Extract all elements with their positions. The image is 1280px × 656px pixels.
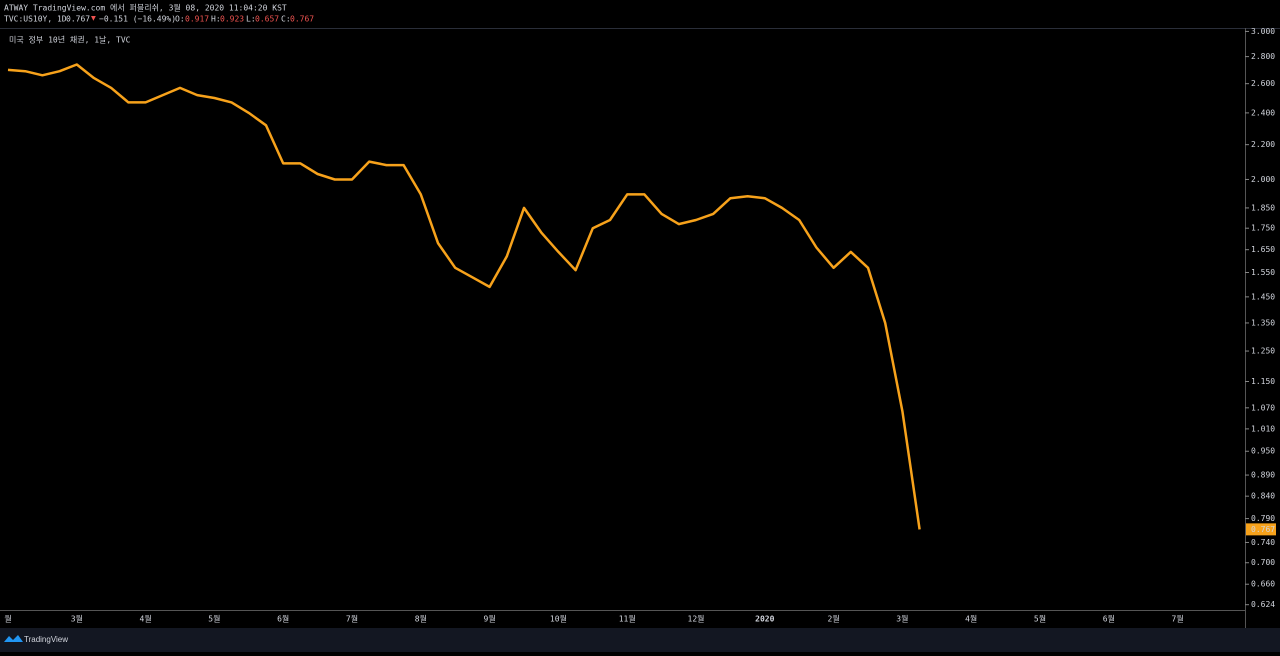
y-tick-label: 1.350 <box>1251 318 1275 327</box>
x-tick-label: 7월 <box>1172 614 1184 624</box>
chart-title: 미국 정부 10년 채권, 1날, TVC <box>9 35 131 45</box>
l-value: 0.657 <box>255 15 279 24</box>
y-tick-label: 1.550 <box>1251 268 1275 277</box>
change: −0.151 (−16.49%) <box>99 15 176 24</box>
x-tick-label: 5월 <box>208 614 220 624</box>
x-tick-label: 8월 <box>415 614 427 624</box>
o-label: O: <box>175 15 185 24</box>
y-tick-label: 1.010 <box>1251 424 1275 433</box>
x-tick-label: 7월 <box>346 614 358 624</box>
y-tick-label: 1.150 <box>1251 377 1275 386</box>
x-tick-label: 5월 <box>1034 614 1046 624</box>
y-tick-label: 3.000 <box>1251 27 1275 36</box>
symbol: TVC:US10Y, 1D <box>4 15 67 24</box>
h-label: H: <box>211 15 221 24</box>
y-tick-label: 1.750 <box>1251 224 1275 233</box>
y-tick-label: 1.850 <box>1251 203 1275 212</box>
y-tick-label: 1.070 <box>1251 403 1275 412</box>
c-value: 0.767 <box>290 15 314 24</box>
y-tick-label: 2.400 <box>1251 108 1275 117</box>
y-tick-label: 0.660 <box>1251 580 1275 589</box>
brand: TradingView <box>24 635 68 644</box>
y-tick-label: 2.800 <box>1251 52 1275 61</box>
x-tick-label: 월 <box>4 614 11 624</box>
o-value: 0.917 <box>185 15 209 24</box>
x-tick-label: 12월 <box>688 614 705 624</box>
publisher: ATWAY TradingView.com 에서 퍼블리쉬, 3월 08, 20… <box>4 3 287 13</box>
x-tick-label: 11월 <box>619 614 636 624</box>
y-tick-label: 0.950 <box>1251 447 1275 456</box>
x-tick-label: 4월 <box>965 614 977 624</box>
x-tick-label: 3월 <box>896 614 908 624</box>
last-price-box <box>1246 523 1276 536</box>
x-tick-label: 9월 <box>484 614 496 624</box>
x-tick-label: 6월 <box>1103 614 1115 624</box>
footer-bar <box>0 628 1280 652</box>
y-tick-label: 0.700 <box>1251 558 1275 567</box>
x-tick-label: 2월 <box>828 614 840 624</box>
y-tick-label: 0.890 <box>1251 471 1275 480</box>
y-tick-label: 0.740 <box>1251 538 1275 547</box>
last-price-label: 0.767 <box>1251 525 1275 534</box>
logo <box>4 635 23 642</box>
y-tick-label: 2.600 <box>1251 79 1275 88</box>
y-tick-label: 2.000 <box>1251 175 1275 184</box>
y-tick-label: 1.650 <box>1251 245 1275 254</box>
y-tick-label: 1.250 <box>1251 347 1275 356</box>
x-tick-label: 10월 <box>550 614 567 624</box>
x-tick-label: 2020 <box>755 615 774 624</box>
price: 0.767 <box>66 15 90 24</box>
h-value: 0.923 <box>220 15 244 24</box>
x-tick-label: 6월 <box>277 614 289 624</box>
y-tick-label: 0.840 <box>1251 492 1275 501</box>
price-line <box>7 63 921 530</box>
y-tick-label: 0.790 <box>1251 514 1275 523</box>
c-label: C: <box>281 15 291 24</box>
y-tick-label: 1.450 <box>1251 292 1275 301</box>
x-tick-label: 3월 <box>71 614 83 624</box>
l-label: L: <box>246 15 256 24</box>
y-tick-label: 0.624 <box>1251 600 1275 609</box>
y-tick-label: 2.200 <box>1251 140 1275 149</box>
arrow: ▼ <box>91 14 96 23</box>
x-tick-label: 4월 <box>140 614 152 624</box>
